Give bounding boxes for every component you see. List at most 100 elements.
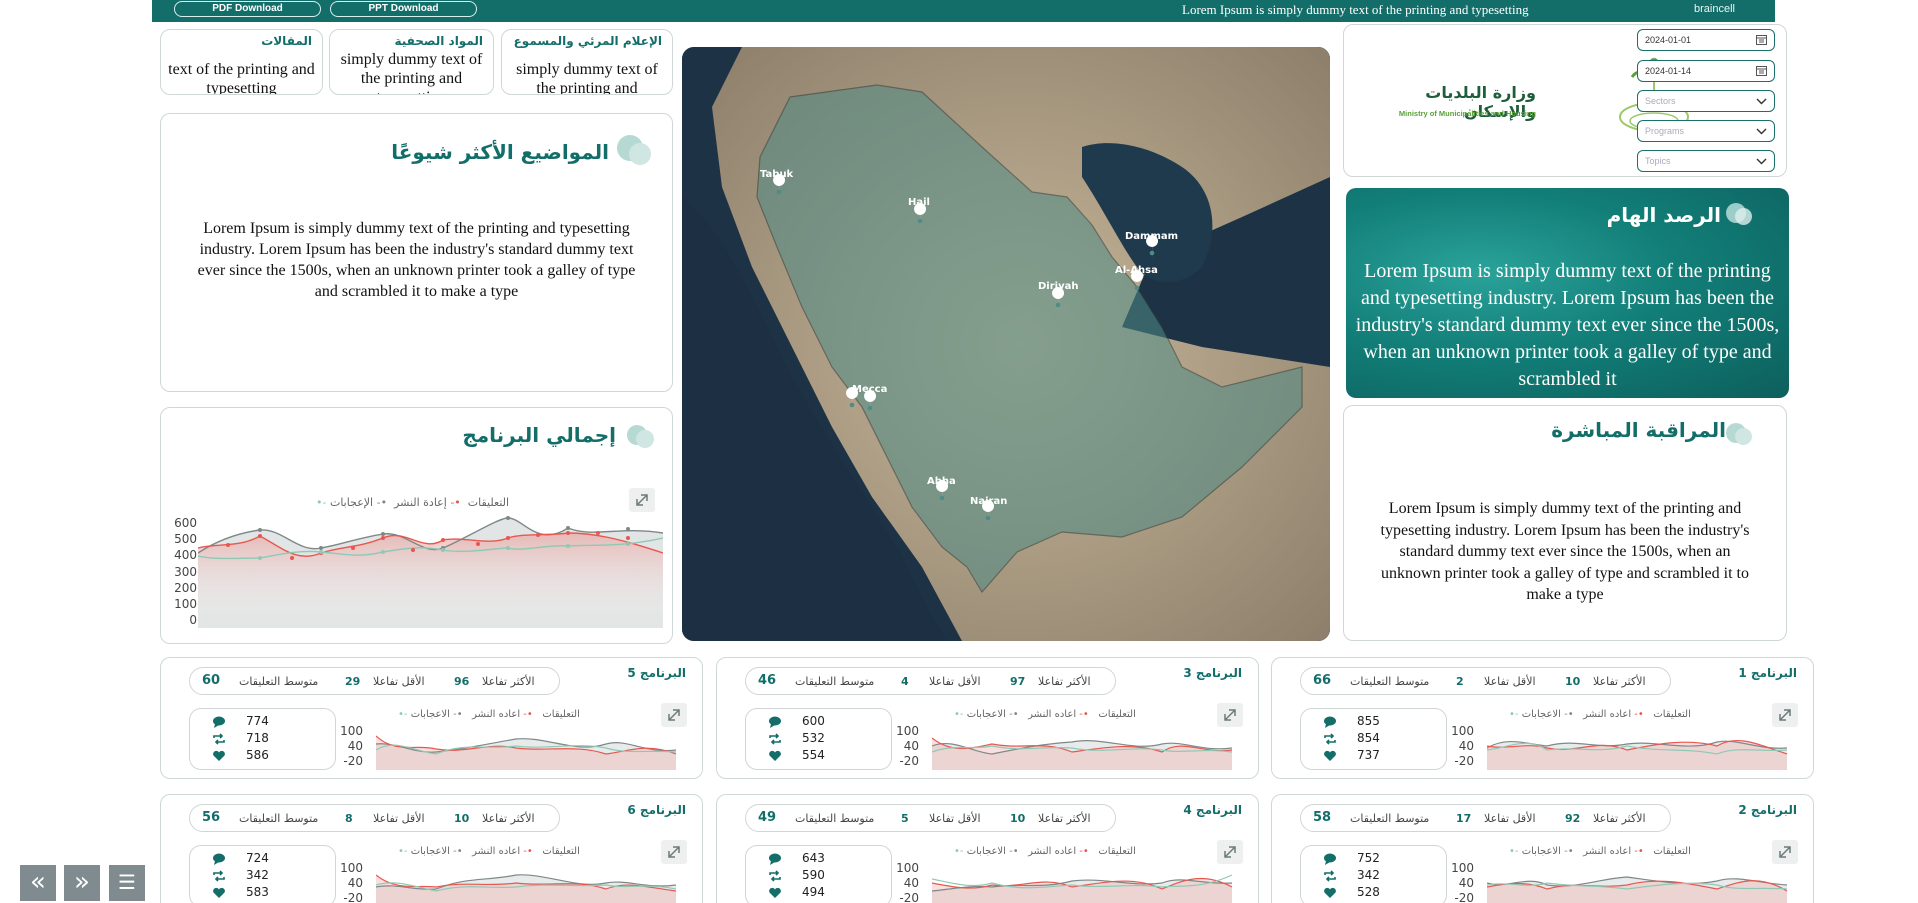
reposts-count: 718 bbox=[246, 731, 269, 745]
comment-icon bbox=[213, 716, 225, 728]
likes-count: 494 bbox=[802, 885, 825, 899]
date-from-input[interactable]: 2024-01-01 bbox=[1637, 29, 1775, 51]
tab-press-materials[interactable]: المواد الصحفية simply dummy text of the … bbox=[329, 29, 494, 95]
least-interactive-label: الأقل تفاعلا bbox=[1484, 812, 1536, 825]
program-stats-pill: الأكثر تفاعلا 92 الأقل تفاعلا 17 متوسط ا… bbox=[1300, 804, 1671, 832]
reposts-count: 342 bbox=[246, 868, 269, 882]
tab-articles[interactable]: المقالات text of the printing and typese… bbox=[160, 29, 323, 95]
map-graphic: Tabuk Hail Dammam Al-Ahsa Diriyah Mecca … bbox=[682, 47, 1330, 641]
tab-body: simply dummy text of the printing and bbox=[516, 61, 658, 95]
comments-count: 643 bbox=[802, 851, 825, 865]
least-interactive-value: 2 bbox=[1456, 675, 1464, 688]
y-axis: 100 40 -20 bbox=[896, 724, 919, 768]
most-interactive-value: 10 bbox=[1565, 675, 1581, 688]
program-counts-box: 724 342 583 bbox=[189, 845, 336, 903]
ppt-download-button[interactable]: PPT Download bbox=[330, 1, 477, 17]
comments-count: 855 bbox=[1357, 714, 1380, 728]
least-interactive-value: 5 bbox=[901, 812, 909, 825]
program-trend-chart bbox=[932, 737, 1233, 770]
most-interactive-value: 10 bbox=[1010, 812, 1026, 825]
comment-icon bbox=[769, 716, 781, 728]
average-comments-value: 66 bbox=[1313, 673, 1332, 688]
most-interactive-label: الأكثر تفاعلا bbox=[1038, 812, 1091, 825]
program-title: البرنامج 4 bbox=[1183, 803, 1242, 817]
legend-reposts: إعادة النشر bbox=[394, 496, 447, 509]
program-trend-chart bbox=[376, 735, 677, 770]
program-card: البرنامج 3 الأكثر تفاعلا 97 الأقل تفاعلا… bbox=[716, 657, 1259, 779]
average-comments-label: متوسط التعليقات bbox=[795, 812, 875, 825]
program-stats-pill: الأكثر تفاعلا 96 الأقل تفاعلا 29 متوسط ا… bbox=[189, 667, 560, 695]
saudi-map[interactable]: Tabuk Hail Dammam Al-Ahsa Diriyah Mecca … bbox=[682, 47, 1330, 641]
section-title: المواضيع الأكثر شيوعًا bbox=[391, 140, 609, 164]
program-counts-box: 855 854 737 bbox=[1300, 708, 1447, 770]
sectors-placeholder: Sectors bbox=[1645, 96, 1676, 106]
previous-page-button[interactable]: « bbox=[20, 865, 56, 901]
expand-button[interactable] bbox=[1217, 840, 1243, 864]
program-trend-chart bbox=[376, 874, 677, 903]
program-card: البرنامج 4 الأكثر تفاعلا 10 الأقل تفاعلا… bbox=[716, 794, 1259, 903]
reposts-count: 590 bbox=[802, 868, 825, 882]
tab-body: simply dummy text of the printing and ty… bbox=[340, 51, 483, 94]
city-label-dammam: Dammam bbox=[1125, 231, 1178, 242]
comment-icon bbox=[1324, 853, 1336, 865]
date-to-input[interactable]: 2024-01-14 bbox=[1637, 60, 1775, 82]
expand-button[interactable] bbox=[1217, 703, 1243, 727]
ministry-name-en: Ministry of Municipalities and Housing bbox=[1398, 109, 1536, 118]
next-page-button[interactable]: » bbox=[64, 865, 100, 901]
legend-comments: التعليقات bbox=[1098, 846, 1136, 857]
programs-dropdown[interactable]: Programs bbox=[1637, 120, 1775, 142]
heart-icon bbox=[213, 750, 225, 761]
program-title: البرنامج 6 bbox=[627, 803, 686, 817]
y-axis: 100 40 -20 bbox=[1451, 861, 1474, 903]
pdf-download-button[interactable]: PDF Download bbox=[174, 1, 321, 17]
legend-comments: التعليقات bbox=[1653, 709, 1691, 720]
chart-legend: •- التعليقات •- اعاده النشر •- الاعجابات bbox=[954, 846, 1136, 857]
city-label-najran: Najran bbox=[970, 496, 1007, 507]
comments-count: 752 bbox=[1357, 851, 1380, 865]
program-stats-pill: الأكثر تفاعلا 10 الأقل تفاعلا 5 متوسط ال… bbox=[745, 804, 1116, 832]
least-interactive-label: الأقل تفاعلا bbox=[929, 675, 981, 688]
program-trend-chart bbox=[932, 874, 1233, 903]
program-counts-box: 774 718 586 bbox=[189, 708, 336, 770]
legend-reposts: اعاده النشر bbox=[472, 846, 521, 857]
program-stats-pill: الأكثر تفاعلا 10 الأقل تفاعلا 8 متوسط ال… bbox=[189, 804, 560, 832]
legend-comments: التعليقات bbox=[542, 709, 580, 720]
program-card: البرنامج 2 الأكثر تفاعلا 92 الأقل تفاعلا… bbox=[1271, 794, 1814, 903]
average-comments-label: متوسط التعليقات bbox=[795, 675, 875, 688]
legend-comments: التعليقات bbox=[1098, 709, 1136, 720]
expand-button[interactable] bbox=[1772, 840, 1798, 864]
program-title: البرنامج 2 bbox=[1738, 803, 1797, 817]
expand-button[interactable] bbox=[661, 703, 687, 727]
program-card: البرنامج 1 الأكثر تفاعلا 10 الأقل تفاعلا… bbox=[1271, 657, 1814, 779]
menu-button[interactable]: ☰ bbox=[109, 865, 145, 901]
most-interactive-value: 96 bbox=[454, 675, 470, 688]
program-card: البرنامج 5 الأكثر تفاعلا 96 الأقل تفاعلا… bbox=[160, 657, 703, 779]
topics-dropdown[interactable]: Topics bbox=[1637, 150, 1775, 172]
repost-icon bbox=[213, 733, 225, 745]
chart-legend: •- التعليقات •- اعاده النشر •- الاعجابات bbox=[398, 846, 580, 857]
brand-logo: braincell bbox=[1694, 3, 1735, 15]
sectors-dropdown[interactable]: Sectors bbox=[1637, 90, 1775, 112]
live-text: Lorem Ipsum is simply dummy text of the … bbox=[1380, 500, 1750, 603]
chevron-down-icon bbox=[1756, 98, 1767, 105]
tab-title: المقالات bbox=[261, 34, 312, 48]
tab-title: المواد الصحفية bbox=[394, 34, 483, 48]
expand-button[interactable] bbox=[661, 840, 687, 864]
average-comments-label: متوسط التعليقات bbox=[239, 675, 319, 688]
heart-icon bbox=[769, 887, 781, 898]
important-monitoring-card: الرصد الهام Lorem Ipsum is simply dummy … bbox=[1346, 188, 1789, 398]
expand-button[interactable] bbox=[629, 488, 655, 512]
city-label-hail: Hail bbox=[908, 197, 930, 208]
repost-icon bbox=[1324, 870, 1336, 882]
calendar-icon bbox=[1756, 35, 1767, 45]
tab-audio-visual-media[interactable]: الإعلام المرئي والمسموع simply dummy tex… bbox=[501, 29, 673, 95]
legend-reposts: اعاده النشر bbox=[1028, 846, 1077, 857]
section-title: المراقبة المباشرة bbox=[1551, 418, 1726, 442]
heart-icon bbox=[1324, 750, 1336, 761]
program-card: البرنامج 6 الأكثر تفاعلا 10 الأقل تفاعلا… bbox=[160, 794, 703, 903]
expand-button[interactable] bbox=[1772, 703, 1798, 727]
program-title: البرنامج 5 bbox=[627, 666, 686, 680]
average-comments-value: 58 bbox=[1313, 810, 1332, 825]
expand-icon bbox=[668, 846, 680, 858]
legend-reposts: اعاده النشر bbox=[472, 709, 521, 720]
